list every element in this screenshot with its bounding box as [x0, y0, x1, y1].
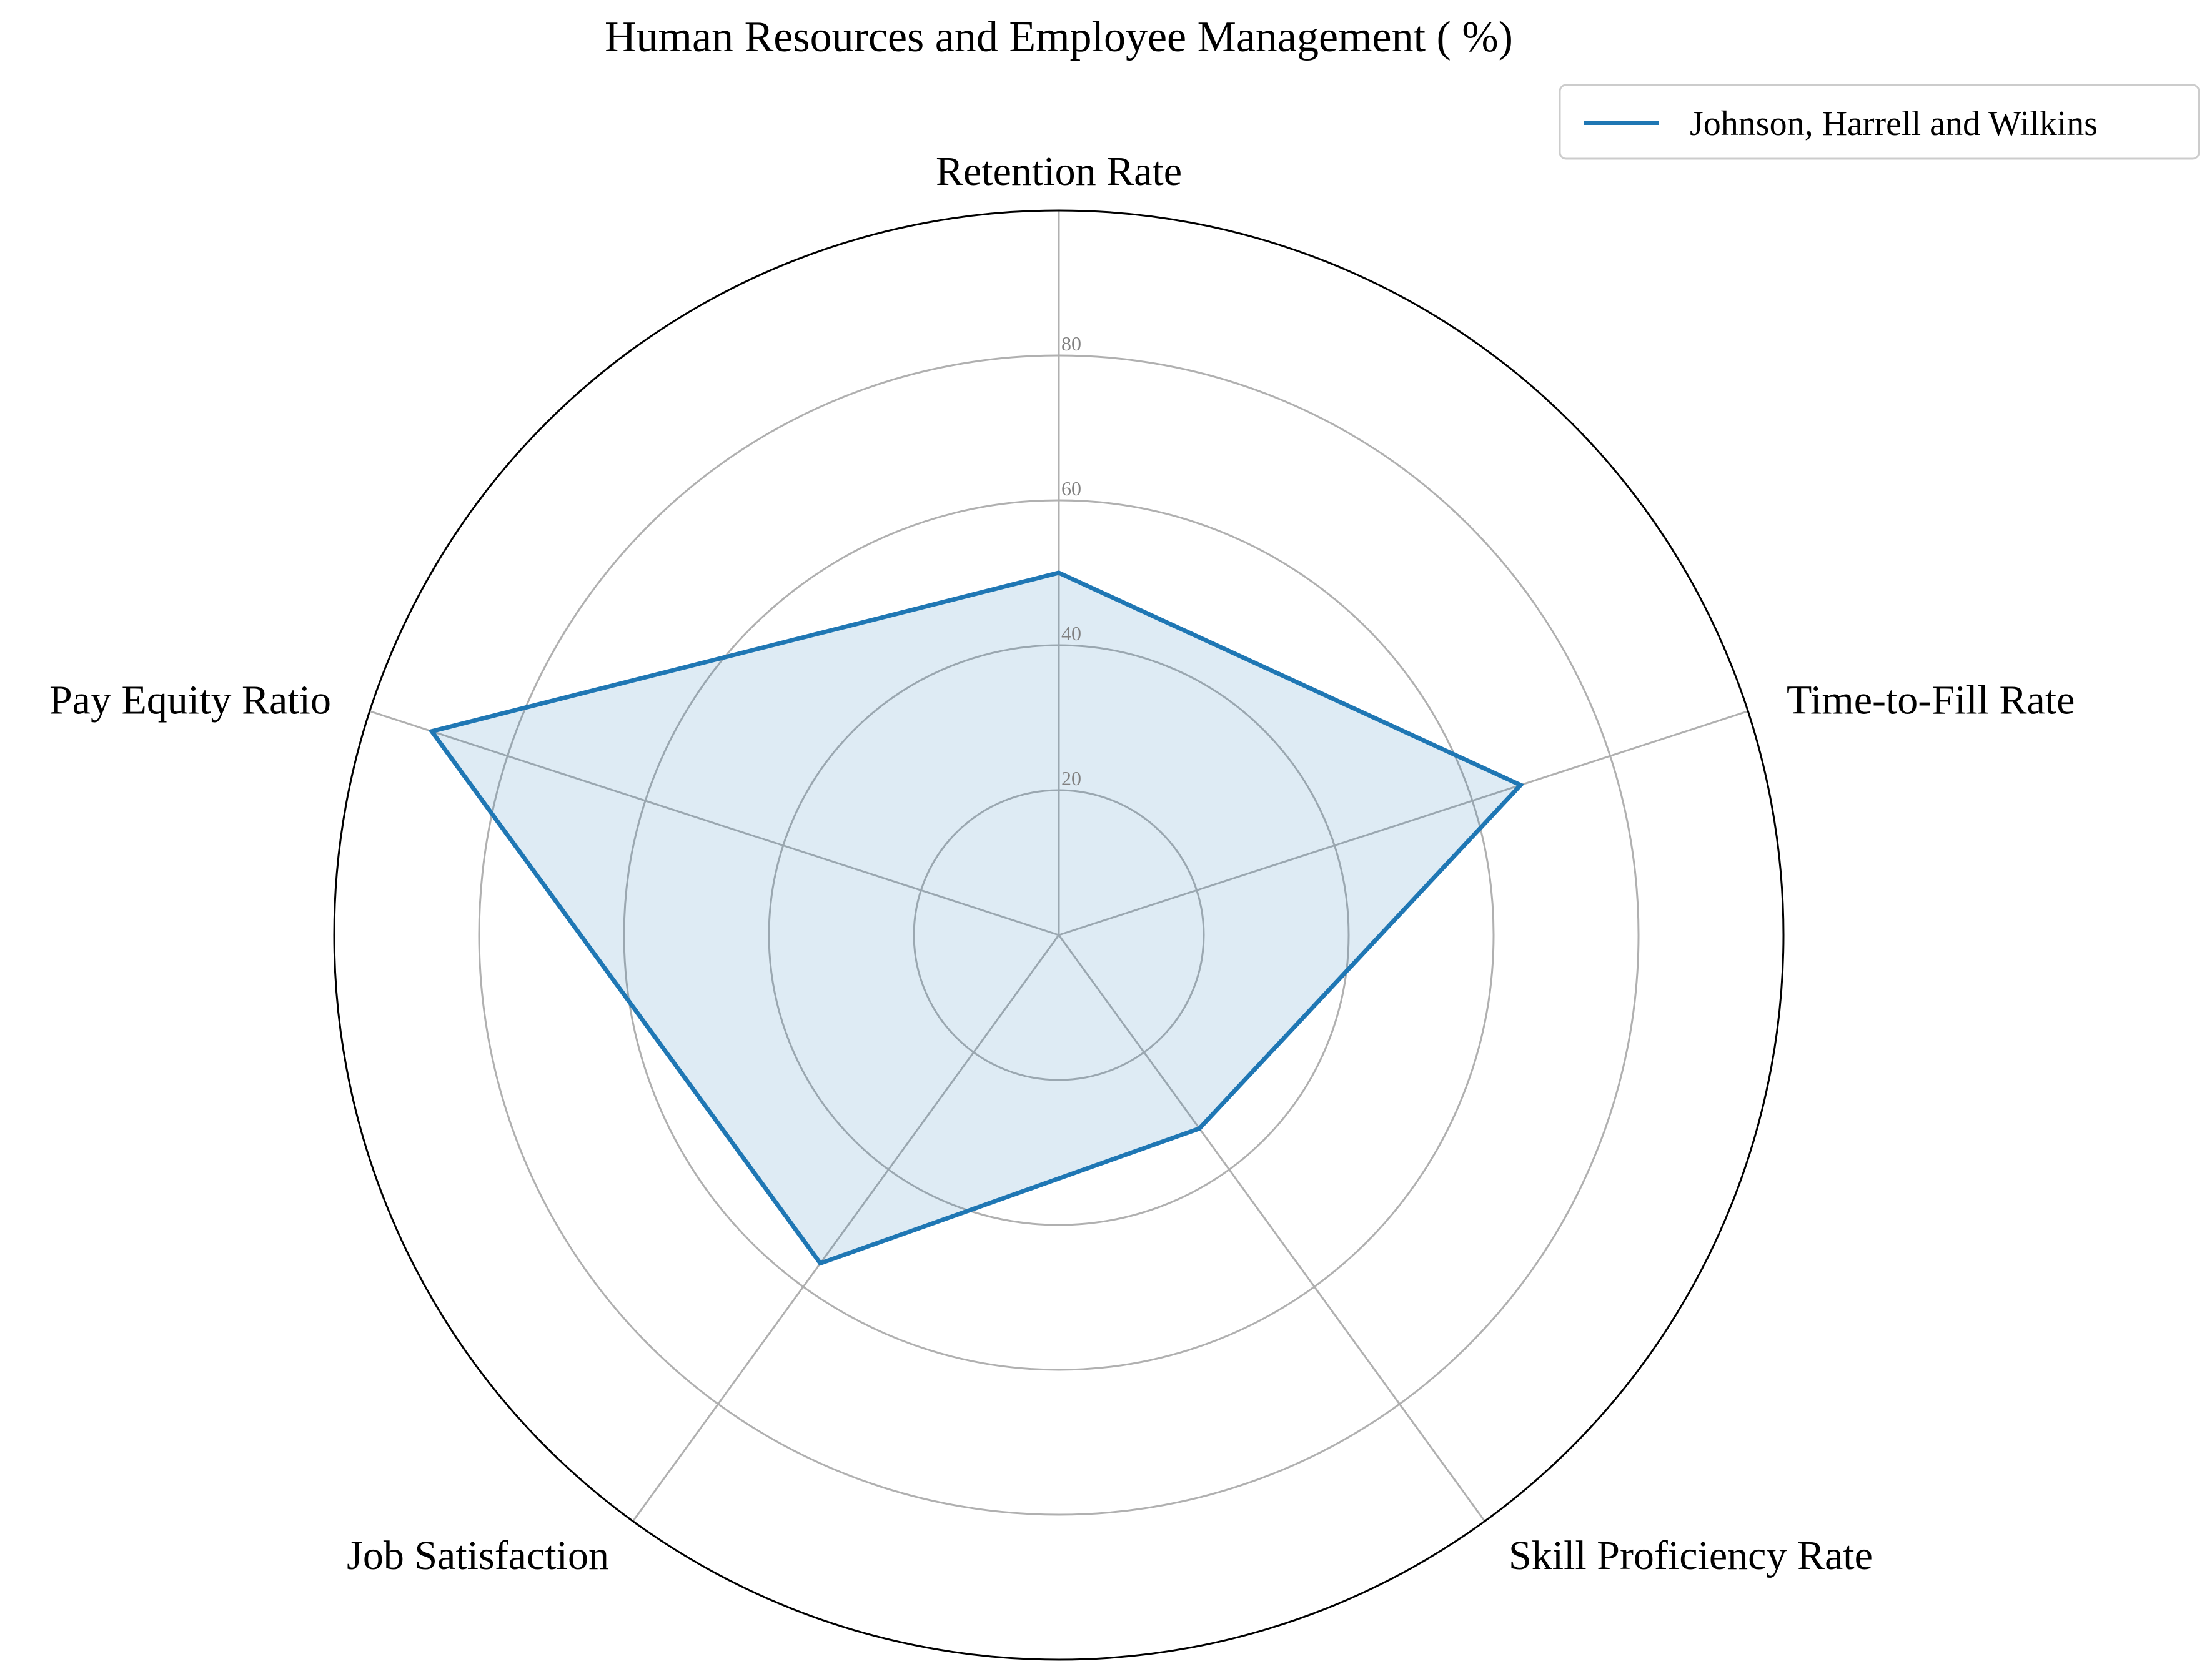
outer-frame — [333, 209, 1785, 1661]
axis-label: Job Satisfaction — [347, 1533, 609, 1578]
series-area — [432, 573, 1521, 1264]
legend-label: Johnson, Harrell and Wilkins — [1690, 104, 2098, 143]
series-point — [1198, 1126, 1202, 1131]
chart-title: Human Resources and Employee Management … — [605, 13, 1513, 61]
radial-tick-label: 20 — [1061, 767, 1081, 790]
axis-spoke — [369, 710, 1059, 936]
axis-label: Time-to-Fill Rate — [1787, 677, 2075, 723]
legend-frame — [1559, 84, 2200, 160]
axis-labels: 20 40 60 80 Retention Rate Time-to-Fill Rate S… — [49, 149, 2075, 1578]
radial-grid — [333, 209, 1785, 1661]
series-point — [818, 1261, 823, 1265]
series-line — [428, 570, 1525, 1266]
series-point — [430, 729, 434, 733]
axis-spoke — [632, 934, 1060, 1522]
series-point — [1519, 783, 1523, 787]
axis-label: Skill Proficiency Rate — [1509, 1533, 1873, 1578]
axis-spoke — [1058, 934, 1486, 1522]
radial-tick-label: 60 — [1061, 477, 1081, 500]
legend: Johnson, Harrell and Wilkins — [1559, 84, 2200, 160]
series-layer — [428, 570, 1525, 1266]
series-point — [1057, 571, 1061, 575]
axis-label: Retention Rate — [936, 149, 1182, 194]
radial-tick-label: 40 — [1061, 622, 1081, 645]
axis-label: Pay Equity Ratio — [49, 677, 331, 723]
axis-spoke — [1058, 710, 1748, 936]
radial-tick-label: 80 — [1061, 332, 1081, 355]
